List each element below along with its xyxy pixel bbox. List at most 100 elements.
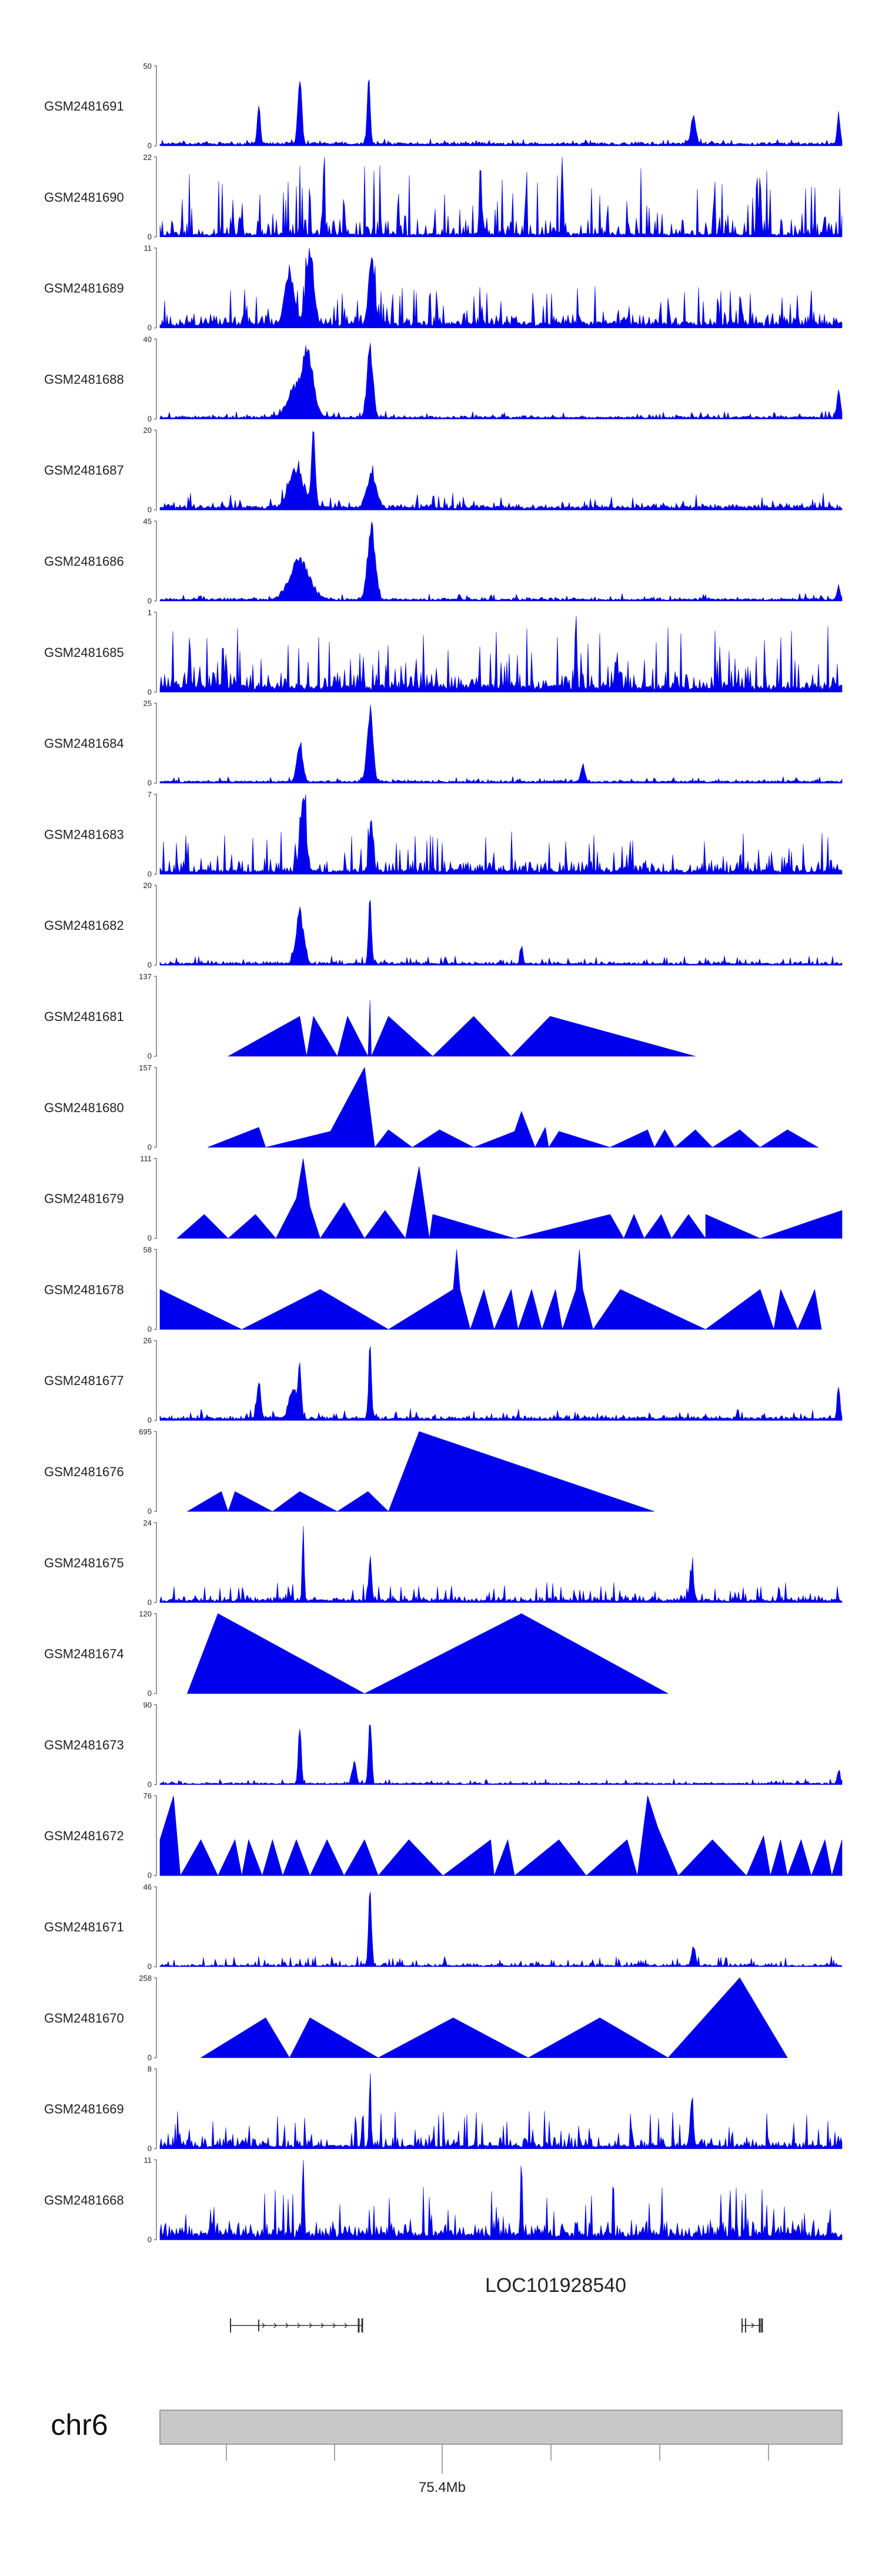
y-max-label: 26 [143, 1336, 152, 1345]
track-GSM2481670: GSM2481670 258 0 [44, 1974, 788, 2062]
y-min-label: 0 [148, 2235, 152, 2244]
y-min-label: 0 [148, 141, 152, 150]
track-label: GSM2481686 [44, 554, 124, 569]
chromosome-ticks [226, 2444, 769, 2474]
track-GSM2481680: GSM2481680 157 0 [44, 1063, 819, 1152]
track-GSM2481678: GSM2481678 58 0 [44, 1245, 822, 1333]
y-max-label: 24 [143, 1519, 152, 1527]
y-max-label: 11 [144, 2155, 152, 2164]
track-GSM2481690: GSM2481690 22 0 [44, 153, 843, 241]
track-label: GSM2481678 [44, 1282, 124, 1297]
y-min-label: 0 [148, 960, 152, 969]
signal-area [159, 1526, 843, 1603]
track-GSM2481682: GSM2481682 20 0 [44, 881, 843, 969]
track-GSM2481688: GSM2481688 40 0 [44, 335, 843, 423]
y-min-label: 0 [148, 505, 152, 514]
track-GSM2481671: GSM2481671 46 0 [44, 1883, 843, 1971]
y-min-label: 0 [148, 869, 152, 878]
signal-area [159, 1891, 843, 1967]
track-label: GSM2481673 [44, 1737, 124, 1752]
y-min-label: 0 [148, 1507, 152, 1516]
signal-area [159, 431, 843, 510]
y-max-label: 8 [148, 2065, 152, 2074]
signal-area [159, 900, 843, 966]
y-min-label: 0 [148, 1962, 152, 1971]
y-min-label: 0 [148, 1416, 152, 1424]
position-label: 75.4Mb [419, 2480, 466, 2495]
y-min-label: 0 [148, 323, 152, 332]
y-min-label: 0 [148, 232, 152, 241]
y-min-label: 0 [148, 1689, 152, 1698]
track-GSM2481679: GSM2481679 111 0 [44, 1154, 843, 1243]
signal-area [200, 1977, 788, 2058]
y-max-label: 25 [143, 699, 152, 708]
chromosome-bar [159, 2410, 843, 2445]
track-label: GSM2481679 [44, 1192, 124, 1206]
signal-area [159, 794, 843, 875]
track-label: GSM2481689 [44, 281, 124, 296]
y-max-label: 40 [143, 335, 152, 343]
y-min-label: 0 [148, 1324, 152, 1333]
track-label: GSM2481671 [44, 1920, 124, 1934]
signal-area [227, 1000, 696, 1057]
track-GSM2481686: GSM2481686 45 0 [44, 517, 843, 605]
signal-area [208, 1066, 819, 1148]
y-max-label: 50 [143, 62, 152, 71]
y-min-label: 0 [148, 1234, 152, 1243]
track-GSM2481669: GSM2481669 8 0 [44, 2065, 843, 2153]
track-GSM2481685: GSM2481685 1 0 [44, 608, 843, 696]
track-GSM2481674: GSM2481674 120 0 [44, 1610, 669, 1698]
track-GSM2481691: GSM2481691 50 0 [44, 62, 843, 150]
track-label: GSM2481677 [44, 1373, 124, 1388]
y-max-label: 111 [140, 1154, 152, 1163]
y-max-label: 20 [143, 426, 152, 435]
track-label: GSM2481688 [44, 372, 124, 386]
signal-area [159, 342, 843, 419]
signal-area [159, 2073, 843, 2149]
y-max-label: 22 [143, 153, 152, 162]
gene-annotation: LOC101928540 [230, 2274, 763, 2333]
y-max-label: 76 [143, 1791, 152, 1800]
track-GSM2481677: GSM2481677 26 0 [44, 1336, 843, 1424]
track-GSM2481676: GSM2481676 695 0 [44, 1427, 655, 1516]
track-label: GSM2481687 [44, 463, 124, 478]
signal-area [159, 1346, 843, 1421]
track-label: GSM2481680 [44, 1100, 124, 1115]
y-max-label: 46 [143, 1883, 152, 1891]
track-label: GSM2481685 [44, 645, 124, 660]
y-min-label: 0 [148, 1143, 152, 1152]
signal-area [159, 615, 843, 693]
track-label: GSM2481683 [44, 827, 124, 842]
y-max-label: 11 [144, 244, 152, 253]
y-max-label: 20 [143, 881, 152, 890]
y-max-label: 45 [143, 517, 152, 526]
signal-area [176, 1158, 843, 1239]
track-label: GSM2481690 [44, 190, 124, 205]
track-GSM2481687: GSM2481687 20 0 [44, 426, 843, 514]
signal-area [186, 1431, 655, 1512]
track-label: GSM2481682 [44, 918, 124, 933]
y-min-label: 0 [148, 779, 152, 788]
signal-area [159, 79, 843, 146]
signal-tracks: GSM2481691500GSM2481690220GSM2481689110G… [44, 62, 843, 2244]
chromosome-axis: chr6 75.4Mb [51, 2408, 843, 2495]
signal-area [159, 1796, 843, 1877]
signal-area [159, 1724, 843, 1785]
y-max-label: 120 [139, 1610, 152, 1619]
signal-area [186, 1613, 669, 1694]
signal-area [159, 156, 843, 238]
track-GSM2481673: GSM2481673 90 0 [44, 1700, 843, 1788]
y-min-label: 0 [148, 1052, 152, 1060]
chromosome-label: chr6 [51, 2408, 108, 2441]
signal-area [159, 705, 843, 783]
y-max-label: 258 [139, 1974, 152, 1983]
track-label: GSM2481675 [44, 1556, 124, 1570]
track-label: GSM2481684 [44, 736, 124, 751]
track-GSM2481672: GSM2481672 76 0 [44, 1791, 843, 1880]
track-label: GSM2481670 [44, 2011, 124, 2026]
track-GSM2481683: GSM2481683 7 0 [44, 790, 843, 878]
y-max-label: 157 [139, 1063, 152, 1072]
signal-area [159, 248, 843, 328]
y-min-label: 0 [148, 688, 152, 696]
